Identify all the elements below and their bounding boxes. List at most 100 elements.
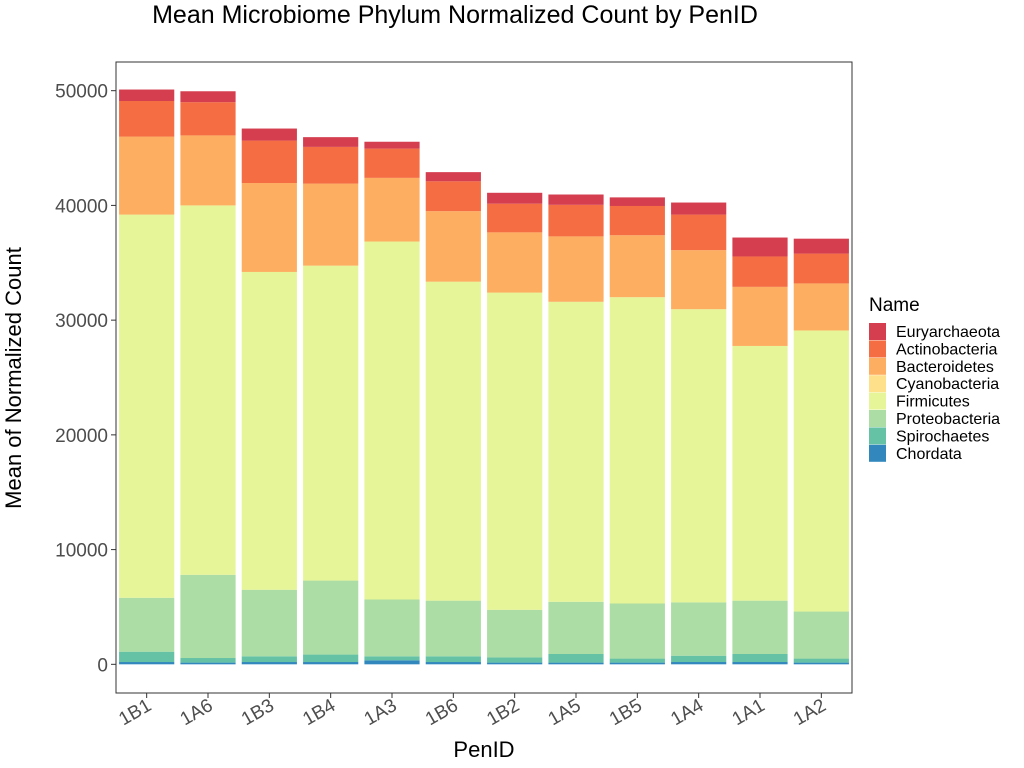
bar-segment-1B3-proteobacteria [241, 589, 297, 657]
legend-key-cyanobacteria [869, 375, 886, 393]
legend-key-bacteroidetes [869, 357, 886, 375]
bar-segment-1B2-spirochaetes [487, 657, 543, 663]
bar-segment-1B1-bacteroidetes [119, 136, 175, 215]
bar-segment-1A3-proteobacteria [364, 599, 420, 657]
bar-segment-1A6-actinobacteria [180, 102, 236, 136]
bar-segment-1A1-firmicutes [732, 345, 788, 601]
legend-label-firmicutes: Firmicutes [896, 394, 970, 411]
x-tick-label-1A4: 1A4 [667, 695, 707, 730]
bar-segment-1B3-euryarchaeota [241, 128, 297, 141]
x-tick-label-1B1: 1B1 [115, 695, 155, 730]
bar-segment-1B4-bacteroidetes [303, 183, 359, 266]
bar-segment-1B6-euryarchaeota [425, 172, 481, 182]
legend: Name EuryarchaeotaActinobacteriaBacteroi… [869, 295, 1000, 463]
bar-segment-1B6-proteobacteria [425, 600, 481, 657]
bar-segment-1A5-euryarchaeota [548, 194, 604, 205]
x-axis-title: PenID [453, 737, 514, 762]
bar-segment-1B2-firmicutes [487, 292, 543, 610]
legend-key-proteobacteria [869, 410, 886, 427]
bar-segment-1A5-spirochaetes [548, 653, 604, 663]
x-tick-label-1B3: 1B3 [238, 695, 278, 730]
bar-segment-1A4-firmicutes [671, 309, 727, 603]
bar-segment-1A2-chordata [793, 662, 849, 665]
chart-title: Mean Microbiome Phylum Normalized Count … [152, 1, 758, 29]
y-tick-label: 30000 [55, 311, 108, 332]
bar-segment-1B5-proteobacteria [609, 603, 665, 659]
bar-segment-1A2-spirochaetes [793, 658, 849, 663]
bar-segment-1B1-proteobacteria [119, 597, 175, 652]
bar-segment-1A5-bacteroidetes [548, 236, 604, 302]
bar-segment-1B3-firmicutes [241, 271, 297, 590]
bar-segment-1A5-actinobacteria [548, 204, 604, 237]
x-tick-label-1A1: 1A1 [729, 695, 769, 730]
y-axis-title: Mean of Normalized Count [1, 247, 26, 509]
bar-segment-1B2-chordata [487, 662, 543, 665]
x-tick-label-1A5: 1A5 [545, 695, 585, 730]
bar-segment-1B2-actinobacteria [487, 203, 543, 233]
y-tick-label: 10000 [55, 541, 108, 562]
bar-segment-1A1-chordata [732, 662, 788, 665]
bar-segment-1B4-euryarchaeota [303, 137, 359, 147]
bar-segment-1B4-chordata [303, 662, 359, 665]
bar-segment-1A4-spirochaetes [671, 655, 727, 663]
bar-segment-1B4-actinobacteria [303, 146, 359, 184]
bar-segment-1B6-chordata [425, 662, 481, 665]
bar-segment-1B2-proteobacteria [487, 609, 543, 658]
bar-segment-1A4-chordata [671, 662, 727, 665]
plot-panel [115, 61, 853, 694]
bar-segment-1A2-actinobacteria [793, 253, 849, 284]
bar-segment-1A4-euryarchaeota [671, 202, 727, 215]
bar-segment-1B1-chordata [119, 662, 175, 665]
bar-segment-1A6-spirochaetes [180, 658, 236, 663]
bar-segment-1B1-spirochaetes [119, 651, 175, 663]
bar-segment-1A3-bacteroidetes [364, 177, 420, 242]
bar-segment-1B5-actinobacteria [609, 205, 665, 236]
bar-segment-1B4-proteobacteria [303, 580, 359, 655]
bar-segment-1B5-spirochaetes [609, 658, 665, 663]
bar-segment-1A1-proteobacteria [732, 600, 788, 654]
legend-label-cyanobacteria: Cyanobacteria [896, 376, 999, 393]
legend-label-spirochaetes: Spirochaetes [896, 428, 989, 445]
bar-segment-1A1-euryarchaeota [732, 237, 788, 257]
legend-key-euryarchaeota [869, 323, 886, 340]
bar-segment-1B6-bacteroidetes [425, 211, 481, 282]
x-tick-label-1A2: 1A2 [790, 695, 830, 730]
bar-segment-1A2-euryarchaeota [793, 238, 849, 254]
legend-label-euryarchaeota: Euryarchaeota [896, 324, 1000, 341]
y-tick-label: 20000 [55, 426, 108, 447]
bar-segment-1A3-euryarchaeota [364, 141, 420, 149]
bar-segment-1B3-spirochaetes [241, 656, 297, 663]
bar-segment-1B1-firmicutes [119, 214, 175, 598]
legend-key-spirochaetes [869, 427, 886, 445]
bar-segment-1B3-actinobacteria [241, 140, 297, 184]
bar-segment-1B4-firmicutes [303, 265, 359, 581]
bar-segment-1A6-chordata [180, 662, 236, 665]
legend-label-proteobacteria: Proteobacteria [896, 411, 1000, 428]
y-tick-label: 0 [97, 655, 108, 676]
bar-segment-1A1-bacteroidetes [732, 286, 788, 346]
bar-segment-1A4-actinobacteria [671, 214, 727, 251]
bar-segment-1B1-euryarchaeota [119, 89, 175, 101]
bar-segment-1B5-firmicutes [609, 297, 665, 604]
x-tick-label-1A6: 1A6 [177, 695, 217, 730]
bar-segment-1A2-bacteroidetes [793, 283, 849, 331]
legend-key-firmicutes [869, 392, 886, 410]
x-tick-label-1B5: 1B5 [606, 695, 646, 730]
legend-label-bacteroidetes: Bacteroidetes [896, 359, 994, 376]
bar-segment-1B3-chordata [241, 662, 297, 665]
bar-segment-1B5-bacteroidetes [609, 235, 665, 298]
bar-segment-1B4-spirochaetes [303, 654, 359, 663]
bar-segment-1A6-firmicutes [180, 205, 236, 575]
x-tick-label-1B2: 1B2 [483, 695, 523, 730]
y-tick-label: 40000 [55, 196, 108, 217]
legend-key-actinobacteria [869, 340, 886, 358]
bar-segment-1A3-chordata [364, 660, 420, 665]
x-tick-label-1A3: 1A3 [361, 695, 401, 730]
bar-segment-1B1-actinobacteria [119, 101, 175, 137]
bar-segment-1A6-euryarchaeota [180, 91, 236, 103]
bar-segment-1A5-firmicutes [548, 301, 604, 602]
bar-segment-1A5-chordata [548, 662, 604, 665]
x-tick-label-1B6: 1B6 [422, 695, 462, 730]
bar-segment-1A1-actinobacteria [732, 256, 788, 287]
